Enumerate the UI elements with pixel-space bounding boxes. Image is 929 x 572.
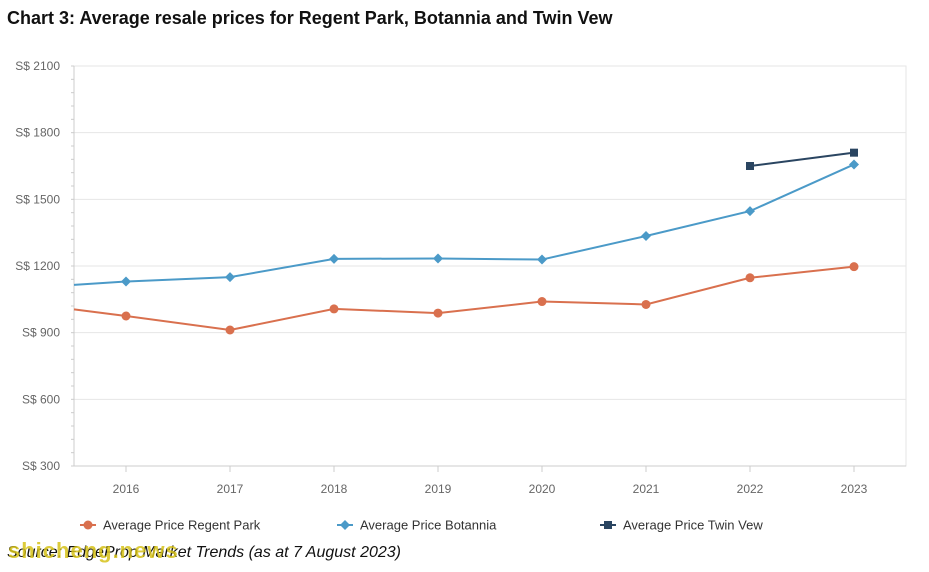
data-point	[849, 262, 859, 272]
y-tick-label: S$ 1500	[15, 192, 60, 206]
legend-item: Average Price Regent Park	[80, 518, 261, 533]
legend-label: Average Price Regent Park	[103, 518, 261, 533]
y-tick-label: S$ 2100	[15, 59, 60, 73]
series-1	[73, 159, 859, 287]
legend-marker	[604, 521, 612, 529]
legend-item: Average Price Twin Vew	[600, 518, 763, 533]
watermark-logo: shicheng.news	[8, 538, 179, 563]
x-tick-label: 2017	[217, 482, 244, 496]
data-point	[121, 276, 131, 287]
x-tick-label: 2021	[633, 482, 660, 496]
series-2	[746, 148, 858, 170]
x-tick-label: 2018	[321, 482, 348, 496]
data-point	[433, 253, 443, 264]
legend-label: Average Price Botannia	[360, 518, 497, 533]
data-point	[225, 272, 235, 283]
y-tick-label: S$ 900	[22, 326, 60, 340]
data-point	[745, 273, 755, 283]
x-tick-label: 2020	[529, 482, 556, 496]
data-point	[433, 308, 443, 318]
axes: S$ 300 S$ 600 S$ 900 S$ 1200 S$ 1500 S$ 1800 S…	[15, 59, 906, 496]
legend-marker	[83, 520, 93, 530]
data-point	[225, 325, 235, 335]
data-point	[537, 254, 547, 265]
data-point	[746, 162, 754, 170]
legend: Average Price Regent Park Average Price B…	[80, 518, 763, 533]
chart-title: Chart 3: Average resale prices for Regen…	[7, 8, 613, 28]
gridlines	[73, 65, 907, 467]
x-tick-label: 2016	[113, 482, 140, 496]
data-point	[641, 299, 651, 309]
data-point	[641, 231, 651, 241]
data-point	[745, 206, 755, 217]
y-tick-label: S$ 1200	[15, 259, 60, 273]
y-tick-label: S$ 300	[22, 459, 60, 473]
x-tick-label: 2023	[841, 482, 868, 496]
x-tick-label: 2019	[425, 482, 452, 496]
data-point	[329, 253, 339, 264]
series-lines	[73, 148, 859, 335]
y-tick-label: S$ 1800	[15, 126, 60, 140]
data-point	[537, 297, 547, 307]
series-line	[73, 163, 855, 286]
legend-item: Average Price Botannia	[337, 518, 497, 533]
series-0	[73, 262, 859, 335]
y-tick-label: S$ 600	[22, 392, 60, 406]
legend-label: Average Price Twin Vew	[623, 518, 763, 533]
series-line	[73, 265, 855, 332]
series-line	[749, 151, 855, 167]
source-note: Source: EdgeProp Market Trends (as at 7 …	[7, 544, 401, 561]
legend-marker	[340, 520, 350, 530]
data-point	[850, 148, 858, 157]
line-chart: S$ 300 S$ 600 S$ 900 S$ 1200 S$ 1500 S$ 1800 S…	[15, 59, 907, 533]
data-point	[121, 311, 131, 321]
data-point	[849, 159, 859, 170]
data-point	[329, 304, 339, 314]
x-tick-label: 2022	[737, 482, 764, 496]
